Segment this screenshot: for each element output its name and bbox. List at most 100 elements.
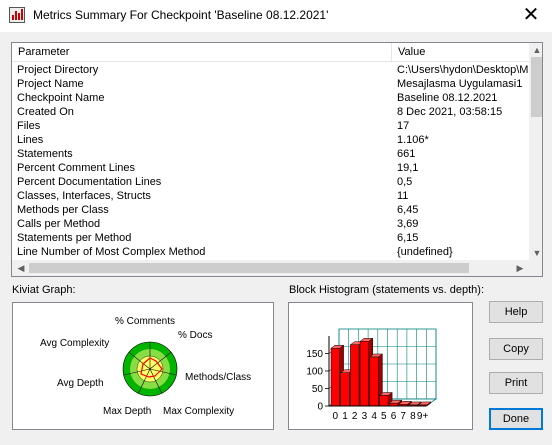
copy-button[interactable]: Copy [489,338,543,360]
scroll-left-icon[interactable]: ◀ [17,263,25,273]
value-cell: 17 [397,120,410,132]
kiviat-spoke [149,351,172,370]
scroll-right-icon[interactable]: ▶ [516,263,524,273]
x-tick-label: 7 [400,411,406,422]
value-cell: 1.106* [397,134,429,146]
parameter-cell: Statements per Method [17,232,132,244]
table-row[interactable]: Line Number of Most Complex Method {undef… [12,245,529,259]
title-bar: Metrics Summary For Checkpoint 'Baseline… [0,0,552,32]
parameter-cell: Project Directory [17,64,99,76]
kiviat-axis-max-complexity: Max Complexity [163,406,235,417]
kiviat-axis-methods-class: Methods/Class [185,372,252,383]
scrollbar-corner [529,260,542,276]
help-button[interactable]: Help [489,301,543,323]
kiviat-polygon [140,357,163,378]
metrics-rows: Project Directory C:\Users\hydon\Desktop\… [12,63,529,260]
y-tick-label: 50 [312,384,324,395]
parameter-cell: Methods per Class [17,204,109,216]
kiviat-graph: % Comments % Docs Methods/Class Max Comp… [12,302,274,430]
kiviat-spokes [123,342,177,394]
close-button[interactable]: ✕ [518,4,544,28]
parameter-cell: Files [17,120,41,132]
done-button[interactable]: Done [489,408,543,430]
kiviat-axis-avg-depth: Avg Depth [57,378,104,389]
table-row[interactable]: Lines 1.106* [12,133,529,147]
value-cell: 6,45 [397,204,419,216]
x-tick-label: 9+ [417,411,429,422]
value-cell: 6,15 [397,232,419,244]
y-tick-label: 0 [317,402,323,413]
column-header-value[interactable]: Value [398,46,426,58]
kiviat-spoke [128,351,151,370]
scroll-down-icon[interactable]: ▼ [532,248,542,258]
table-row[interactable]: Created On 8 Dec 2021, 03:58:15 [12,105,529,119]
x-tick-label: 1 [342,411,348,422]
histogram-bar [369,356,379,407]
y-tick-label: 150 [306,349,323,360]
x-tick-label: 5 [381,411,387,422]
x-tick-label: 4 [371,411,377,422]
table-row[interactable]: Percent Comment Lines 19,1 [12,161,529,175]
parameter-cell: Project Name [17,78,84,90]
table-row[interactable]: Checkpoint Name Baseline 08.12.2021 [12,91,529,105]
value-cell: 8 Dec 2021, 03:58:15 [397,106,503,118]
x-tick-label: 8 [410,411,416,422]
column-header-parameter[interactable]: Parameter [12,43,392,61]
table-row[interactable]: Statements 661 [12,147,529,161]
x-tick-label: 0 [333,411,339,422]
horizontal-scrollbar[interactable]: ◀ ▶ [12,260,529,276]
table-row[interactable]: Percent Documentation Lines 0,5 [12,175,529,189]
kiviat-spoke [123,368,151,376]
kiviat-axis-max-depth: Max Depth [103,406,152,417]
table-row[interactable]: Classes, Interfaces, Structs 11 [12,189,529,203]
kiviat-axis-comments: % Comments [115,316,176,327]
histogram-bar [350,344,360,407]
histogram-bar [379,395,389,407]
parameter-cell: Line Number of Most Complex Method [17,246,206,258]
value-cell: 11 [397,190,409,202]
histogram-bar [330,348,340,407]
table-row[interactable]: Project Name Mesajlasma Uygulamasi1 [12,77,529,91]
histogram-label: Block Histogram (statements vs. depth): [289,284,485,296]
kiviat-spoke [149,368,177,376]
table-row[interactable]: Files 17 [12,119,529,133]
histogram-bar [359,341,369,407]
table-row[interactable]: Calls per Method 3,69 [12,217,529,231]
parameter-cell: Classes, Interfaces, Structs [17,190,151,202]
value-cell: Mesajlasma Uygulamasi1 [397,78,523,90]
x-tick-label: 3 [362,411,368,422]
horizontal-scroll-thumb[interactable] [29,263,469,273]
table-row[interactable]: Project Directory C:\Users\hydon\Desktop\… [12,63,529,77]
value-cell: Baseline 08.12.2021 [397,92,498,104]
scroll-up-icon[interactable]: ▲ [532,45,542,55]
value-cell: 0,5 [397,176,413,188]
print-button[interactable]: Print [489,372,543,394]
window-title: Metrics Summary For Checkpoint 'Baseline… [33,8,329,22]
parameter-cell: Checkpoint Name [17,92,105,104]
table-row[interactable]: Methods per Class 6,45 [12,203,529,217]
value-cell: 661 [397,148,416,160]
parameter-cell: Calls per Method [17,218,101,230]
value-cell: 3,69 [397,218,419,230]
parameter-cell: Lines [17,134,44,146]
block-histogram: 0 50 100 150 0 1 2 3 4 5 6 7 8 9+ [288,302,473,430]
table-row[interactable]: Statements per Method 6,15 [12,231,529,245]
metrics-list[interactable]: Parameter Value Project Directory C:\User… [11,42,543,277]
parameter-cell: Created On [17,106,74,118]
parameter-cell: Percent Documentation Lines [17,176,162,188]
x-tick-label: 2 [352,411,358,422]
kiviat-spoke [149,368,162,394]
vertical-scrollbar[interactable]: ▲ ▼ [529,43,542,260]
parameter-cell: Statements [17,148,73,160]
kiviat-graph-label: Kiviat Graph: [12,284,76,296]
histogram-bar [340,372,350,407]
list-header: Parameter Value [12,43,529,62]
kiviat-graph-svg [122,341,178,397]
vertical-scroll-thumb[interactable] [531,57,542,117]
x-tick-label: 6 [391,411,397,422]
kiviat-axis-docs: % Docs [178,330,213,341]
value-cell: 19,1 [397,162,419,174]
value-cell: {undefined} [397,246,453,258]
kiviat-axis-avg-complexity: Avg Complexity [40,338,110,349]
